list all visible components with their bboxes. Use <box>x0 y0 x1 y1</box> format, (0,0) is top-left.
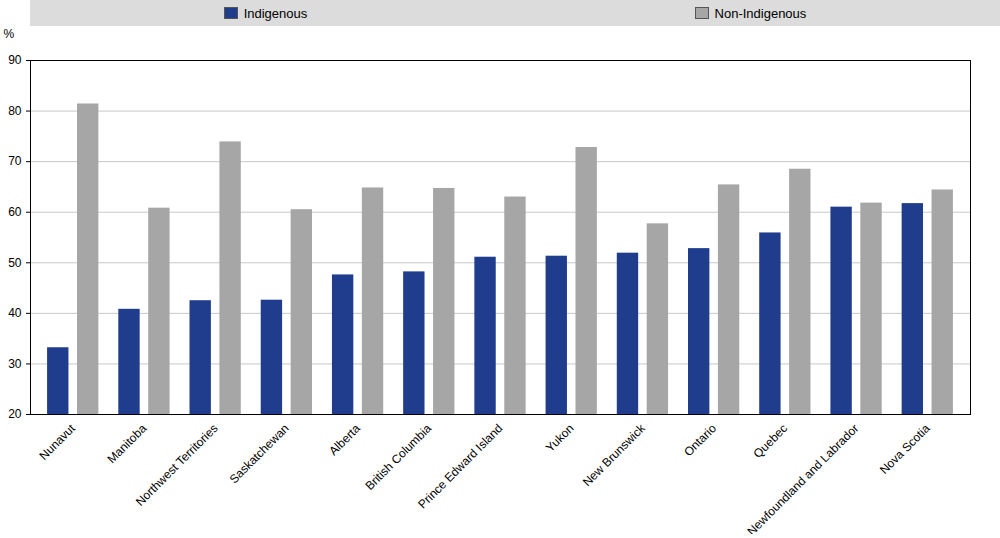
svg-text:20: 20 <box>8 407 22 421</box>
svg-text:80: 80 <box>8 104 22 118</box>
svg-text:New Brunswick: New Brunswick <box>580 421 649 490</box>
svg-text:90: 90 <box>8 53 22 67</box>
svg-text:Nova Scotia: Nova Scotia <box>877 421 933 477</box>
svg-text:Saskatchewan: Saskatchewan <box>227 421 292 486</box>
svg-text:Nunavut: Nunavut <box>37 421 79 463</box>
html-text:Non-Indigenous: Non-Indigenous <box>714 5 807 21</box>
svg-text:Northwest Territories: Northwest Territories <box>133 421 221 509</box>
svg-text:50: 50 <box>8 256 22 270</box>
svg-text:40: 40 <box>8 306 22 320</box>
svg-text:Newfoundland and Labrador: Newfoundland and Labrador <box>744 421 861 534</box>
svg-text:Prince Edward Island: Prince Edward Island <box>415 421 505 511</box>
svg-text:Quebec: Quebec <box>751 421 791 461</box>
svg-text:Alberta: Alberta <box>326 421 363 458</box>
html-text:Indigenous: Indigenous <box>243 5 308 21</box>
svg-text:Ontario: Ontario <box>681 421 719 459</box>
svg-text:70: 70 <box>8 154 22 168</box>
svg-text:60: 60 <box>8 205 22 219</box>
svg-text:%: % <box>4 27 15 41</box>
svg-text:British Columbia: British Columbia <box>362 421 434 493</box>
svg-text:30: 30 <box>8 357 22 371</box>
svg-text:Manitoba: Manitoba <box>104 421 149 466</box>
svg-text:Yukon: Yukon <box>543 421 576 454</box>
